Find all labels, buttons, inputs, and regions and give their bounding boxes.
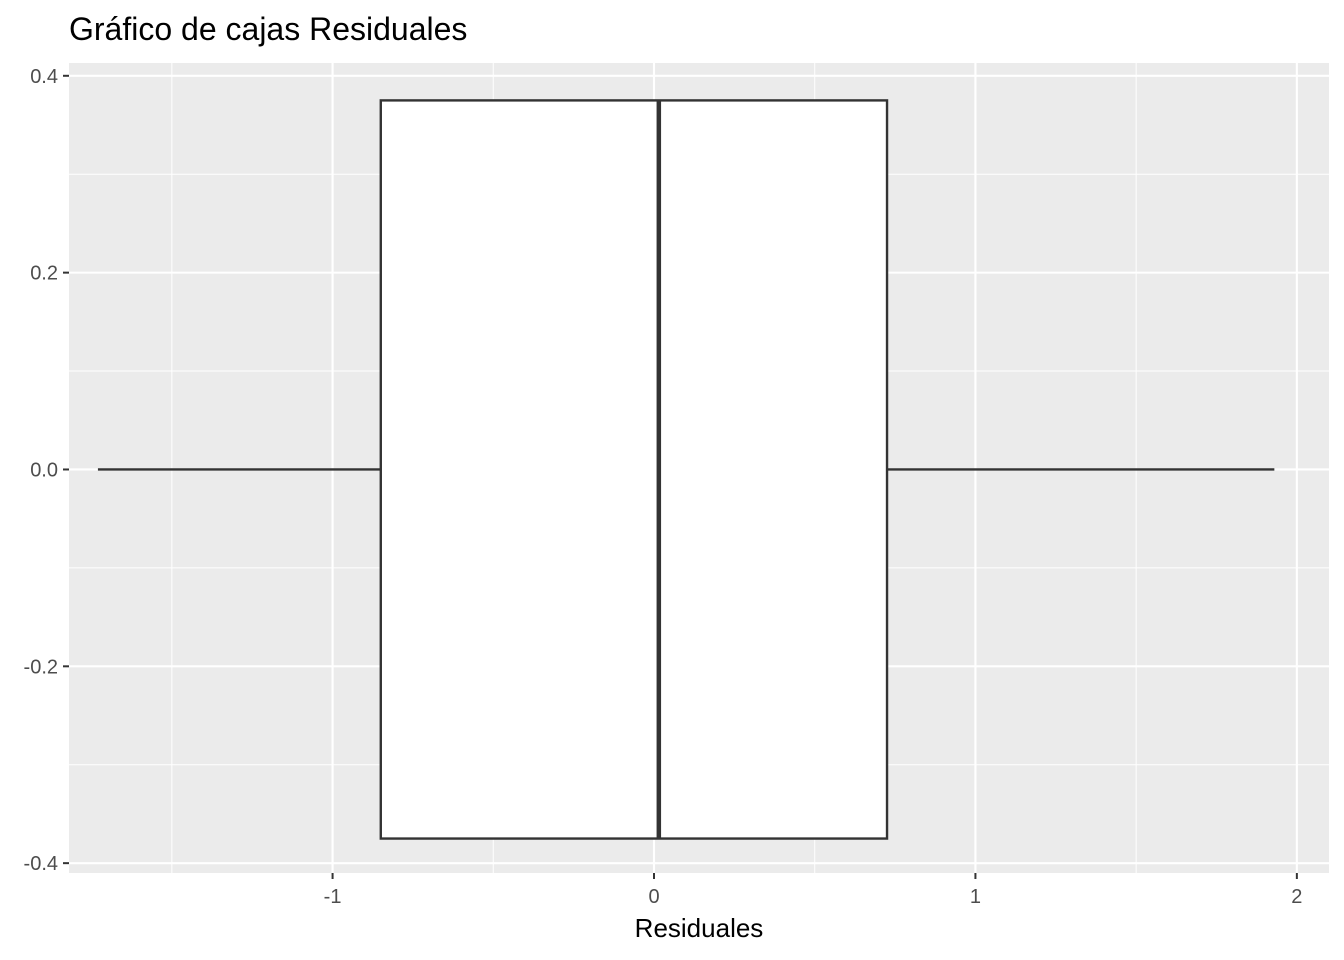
box-iqr <box>379 99 889 840</box>
y-tick-label: 0.4 <box>30 66 58 88</box>
x-tick-label: 2 <box>1291 886 1302 908</box>
boxplot <box>97 99 1275 840</box>
x-tick-label: 0 <box>648 886 659 908</box>
x-axis: -1 0 1 2 <box>324 873 1302 908</box>
chart-title: Gráfico de cajas Residuales <box>69 11 467 47</box>
y-axis: -0.4 -0.2 0.0 0.2 0.4 <box>24 66 69 875</box>
x-tick-label: 1 <box>970 886 981 908</box>
y-tick-label: 0.2 <box>30 263 58 285</box>
y-tick-label: -0.2 <box>24 656 58 678</box>
y-tick-label: -0.4 <box>24 853 58 875</box>
x-tick-label: -1 <box>324 886 342 908</box>
x-axis-title: Residuales <box>635 913 764 943</box>
y-tick-label: 0.0 <box>30 459 58 481</box>
